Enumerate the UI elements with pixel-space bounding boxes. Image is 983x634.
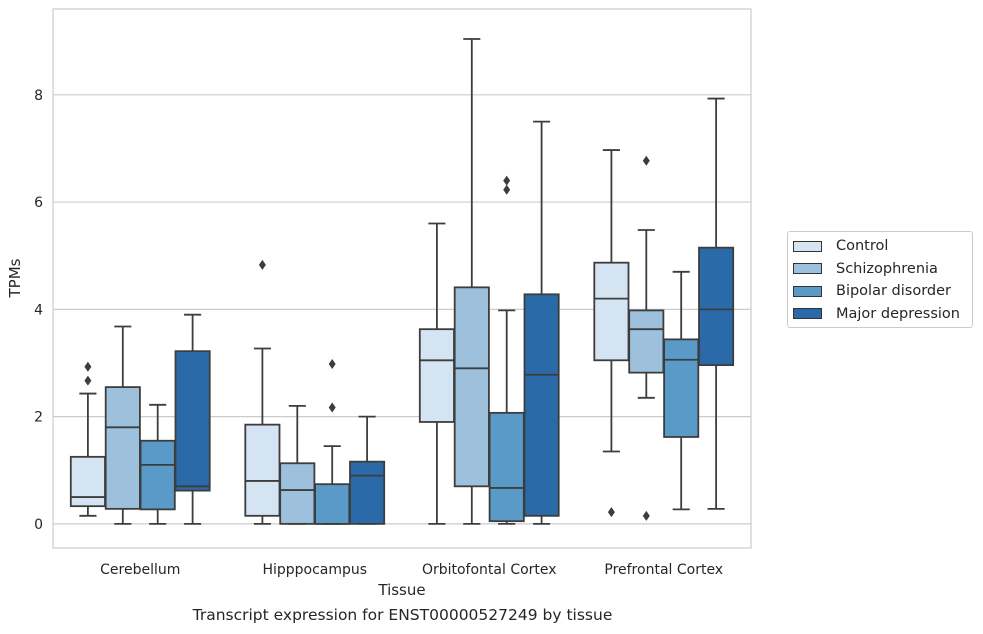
chart-caption: Transcript expression for ENST0000052724…: [192, 606, 613, 624]
outlier-point: [642, 155, 650, 166]
box: [139, 439, 176, 511]
outlier-point: [84, 375, 92, 386]
x-tick-label: Prefrontal Cortex: [604, 562, 723, 578]
legend-item: Major depression: [788, 303, 972, 326]
box: [663, 338, 700, 438]
box: [314, 483, 351, 525]
legend-item: Schizophrenia: [788, 258, 972, 281]
x-axis-label: Tissue: [377, 581, 425, 599]
box: [244, 423, 281, 517]
boxes-layer: [69, 38, 735, 525]
box: [349, 460, 386, 525]
y-axis-label: TPMs: [6, 258, 24, 298]
outlier-point: [503, 175, 511, 186]
box: [488, 411, 525, 523]
y-tick-label: 6: [34, 195, 43, 211]
box: [104, 386, 141, 510]
y-tick-label: 8: [34, 88, 43, 104]
y-tick-label: 0: [34, 517, 43, 533]
legend-item: Bipolar disorder: [788, 280, 972, 303]
outlier-point: [607, 507, 615, 518]
legend-label: Schizophrenia: [836, 260, 938, 277]
x-tick-label: Hipppocampus: [262, 562, 367, 578]
outlier-point: [84, 361, 92, 372]
box: [418, 328, 455, 423]
box: [279, 462, 316, 525]
legend-item: Control: [788, 235, 972, 258]
x-tick-label: Cerebellum: [100, 562, 180, 578]
box: [174, 350, 211, 492]
outlier-point: [503, 184, 511, 195]
box: [69, 455, 106, 508]
gridlines: [53, 94, 751, 525]
box: [593, 261, 630, 362]
legend-label: Bipolar disorder: [836, 283, 951, 300]
box: [523, 293, 560, 517]
outlier-point: [328, 359, 336, 370]
legend: Control Schizophrenia Bipolar disorder Majo…: [787, 231, 973, 328]
y-tick-label: 4: [34, 302, 43, 318]
legend-swatch: [793, 240, 822, 252]
legend-swatch: [793, 285, 822, 297]
outlier-point: [328, 402, 336, 413]
box: [628, 309, 665, 374]
y-tick-label: 2: [34, 410, 43, 426]
outlier-point: [642, 510, 650, 521]
plot-frame: [52, 8, 752, 549]
legend-label: Control: [836, 238, 889, 255]
box: [698, 246, 735, 367]
box: [453, 286, 490, 488]
legend-label: Major depression: [836, 305, 960, 322]
legend-swatch: [793, 308, 822, 320]
legend-swatch: [793, 263, 822, 275]
tick-labels: 0 2 4 6 8 Cerebellum Hipppocampus Orbitofontal …: [34, 88, 723, 578]
x-tick-label: Orbitofontal Cortex: [422, 562, 557, 578]
outlier-point: [258, 259, 266, 270]
